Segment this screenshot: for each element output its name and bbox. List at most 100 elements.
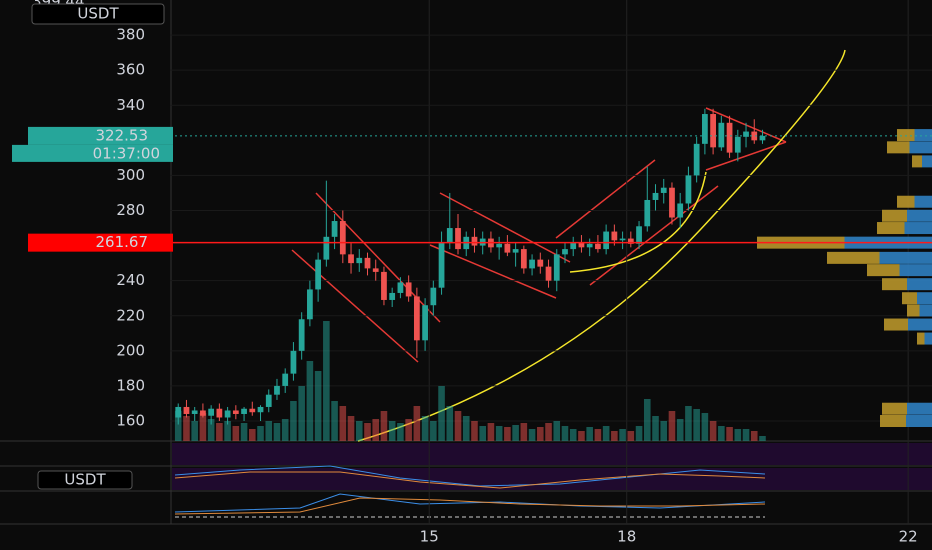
candle-body (619, 238, 626, 241)
candle-body (405, 282, 412, 297)
candle-body (644, 199, 651, 227)
profile-bar-blue (909, 141, 932, 154)
candle-body (553, 254, 560, 281)
volume-bar (643, 399, 651, 441)
volume-bar (306, 361, 314, 441)
candle-body (356, 257, 363, 264)
profile-bar-blue (908, 318, 932, 331)
volume-bar (652, 416, 659, 441)
y-tick-label: 180 (116, 376, 145, 394)
volume-bar (174, 411, 182, 441)
candle-body (257, 406, 264, 413)
volume-bar (668, 411, 676, 441)
volume-bar (635, 426, 643, 441)
y-tick-label: 240 (116, 271, 145, 289)
candle-body (710, 114, 716, 148)
candle-body (397, 282, 404, 293)
volume-bar (578, 431, 585, 441)
candle-body (603, 231, 610, 250)
volume-bar (380, 411, 388, 441)
profile-bar-gold (897, 129, 915, 142)
candle-body (537, 259, 544, 267)
marked-level-badge (28, 233, 173, 252)
indicator-pane (172, 468, 932, 490)
profile-bar-blue (924, 332, 932, 345)
candle-body (636, 226, 642, 244)
volume-bar (183, 416, 190, 441)
candle-body (743, 131, 749, 137)
profile-bar-gold (882, 278, 907, 291)
candle-body (216, 408, 223, 418)
x-tick-label: 15 (420, 528, 439, 546)
candle-body (504, 243, 511, 253)
volume-bar (619, 429, 626, 441)
candle-body (290, 350, 297, 374)
candle-body (545, 266, 552, 281)
volume-bar (709, 421, 717, 441)
y-tick-label: 340 (116, 96, 145, 114)
candle-body (200, 410, 206, 416)
volume-bar (685, 406, 692, 441)
candle-body (224, 410, 231, 418)
y-tick-label: 280 (116, 201, 145, 219)
volume-bar (273, 423, 281, 441)
volume-bar (586, 427, 593, 441)
candle-body (265, 394, 272, 407)
profile-bar-blue (899, 264, 932, 277)
volume-bar (504, 427, 511, 441)
volume-bar (479, 426, 486, 441)
candle-body (348, 254, 354, 264)
candle-body (734, 136, 741, 153)
volume-bar (224, 421, 231, 441)
candle-body (232, 410, 239, 414)
profile-bar-blue (907, 278, 932, 291)
profile-bar-blue (907, 209, 932, 222)
volume-bar (487, 423, 495, 441)
volume-bar (355, 421, 363, 441)
volume-bar (528, 429, 536, 441)
candle-body (702, 114, 708, 144)
profile-bar-blue (919, 304, 932, 317)
x-tick-label: 18 (617, 528, 636, 546)
candle-body (438, 242, 445, 288)
candle-body (611, 231, 618, 241)
indicator-pane (172, 443, 932, 465)
volume-bar (191, 421, 198, 441)
profile-bar-gold (882, 209, 907, 222)
candle-body (381, 271, 387, 300)
volume-bar (331, 401, 338, 441)
volume-bar (413, 406, 421, 441)
volume-bar (660, 421, 668, 441)
profile-bar-gold (880, 415, 906, 428)
candle-body (726, 122, 733, 153)
candle-body (693, 143, 700, 176)
volume-bar (290, 401, 297, 441)
volume-bar (430, 421, 437, 441)
volume-bar (462, 416, 470, 441)
countdown-label: 01:37:00 (93, 144, 160, 162)
candle-body (282, 373, 289, 386)
candle-body (208, 408, 215, 416)
profile-bar-gold (897, 195, 915, 208)
volume-bar (759, 436, 766, 441)
volume-bar (298, 386, 305, 441)
candle-body (759, 135, 766, 141)
y-tick-label: 380 (116, 26, 145, 44)
volume-bar (323, 321, 330, 441)
curve-drawing (357, 49, 846, 442)
profile-bar-gold (877, 222, 905, 235)
volume-bar (718, 426, 725, 441)
volume-bar (726, 427, 733, 441)
volume-bar (257, 426, 264, 441)
volume-bar (446, 406, 454, 441)
volume-bar (405, 419, 412, 441)
volume-bar (611, 431, 618, 441)
candle-body (471, 236, 478, 246)
y-tick-label: 360 (116, 61, 145, 79)
last-price-badge (28, 126, 173, 145)
candle-body (323, 236, 330, 260)
macd-line (174, 497, 766, 515)
last-price-label: 322.53 (96, 126, 149, 144)
indicator-line (174, 471, 766, 489)
